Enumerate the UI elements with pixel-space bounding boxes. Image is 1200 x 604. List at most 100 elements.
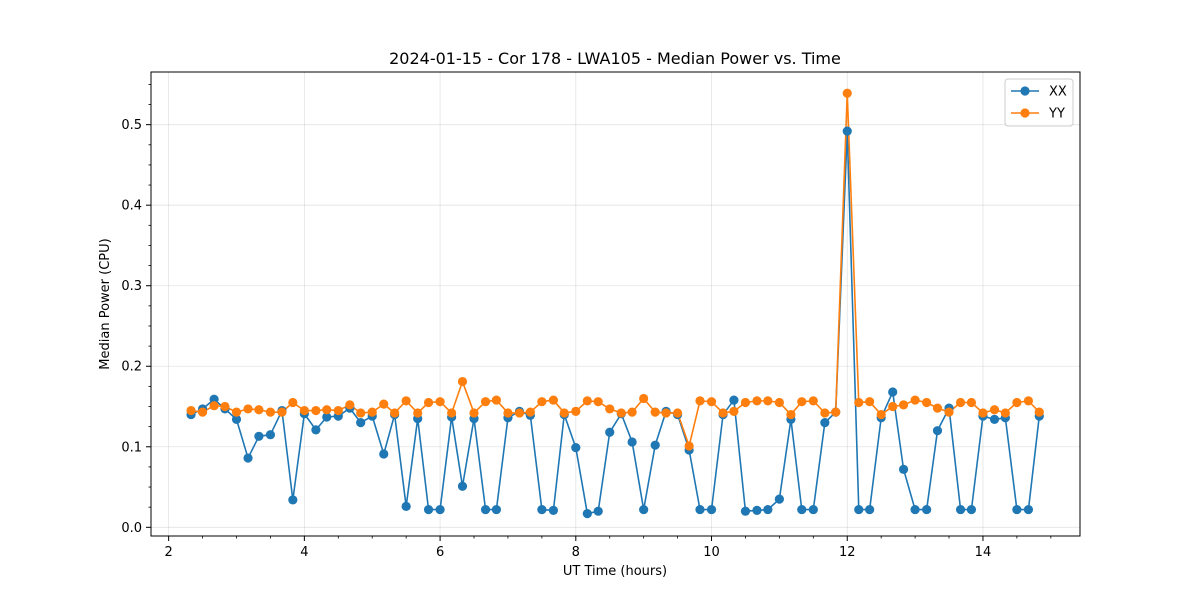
data-point-xx bbox=[763, 504, 773, 515]
data-point-yy bbox=[910, 395, 920, 405]
data-point-xx bbox=[854, 504, 864, 515]
data-point-yy bbox=[1023, 396, 1034, 406]
data-point-yy bbox=[401, 396, 411, 406]
data-point-xx bbox=[706, 504, 717, 515]
data-point-yy bbox=[571, 406, 581, 416]
data-point-yy bbox=[808, 396, 818, 406]
data-point-yy bbox=[888, 401, 898, 412]
data-point-xx bbox=[491, 504, 502, 515]
series-line-xx bbox=[190, 130, 1041, 515]
x-axis-ticks: 2 4 6 8 10 12 14 bbox=[165, 536, 1052, 560]
data-point-yy bbox=[548, 395, 559, 405]
data-point-yy bbox=[639, 393, 649, 404]
data-point-yy bbox=[627, 407, 637, 417]
data-point-yy bbox=[695, 396, 705, 406]
chart-title: 2024-01-15 - Cor 178 - LWA105 - Median P… bbox=[389, 49, 841, 68]
axes-frame bbox=[150, 71, 1081, 537]
data-point-xx bbox=[774, 494, 784, 504]
data-point-xx bbox=[1012, 504, 1022, 515]
data-point-yy bbox=[311, 405, 321, 416]
data-point-yy bbox=[220, 401, 230, 412]
data-point-yy bbox=[413, 408, 423, 418]
y-tick-label: 0.0 bbox=[121, 521, 142, 536]
data-point-yy bbox=[684, 441, 694, 451]
data-point-yy bbox=[763, 396, 773, 406]
data-point-yy bbox=[706, 397, 717, 407]
data-point-xx bbox=[842, 126, 852, 136]
data-point-yy bbox=[243, 404, 253, 414]
x-axis-label: UT Time (hours) bbox=[563, 564, 667, 579]
y-tick-label: 0.2 bbox=[121, 360, 142, 375]
data-point-xx bbox=[605, 427, 615, 437]
data-point-yy bbox=[435, 397, 445, 407]
data-point-xx bbox=[480, 504, 491, 515]
data-point-xx bbox=[740, 506, 751, 516]
data-point-yy bbox=[605, 404, 615, 414]
data-point-xx bbox=[571, 442, 581, 453]
y-tick-label: 0.5 bbox=[121, 118, 142, 133]
data-point-yy bbox=[457, 376, 468, 387]
y-axis-label: Median Power (CPU) bbox=[98, 238, 113, 369]
data-point-yy bbox=[650, 407, 660, 417]
data-point-yy bbox=[322, 405, 332, 415]
data-point-yy bbox=[265, 407, 276, 417]
data-point-xx bbox=[231, 414, 242, 424]
data-point-yy bbox=[447, 408, 457, 418]
data-point-yy bbox=[469, 408, 479, 418]
data-point-xx bbox=[989, 414, 1000, 424]
y-tick-label: 0.3 bbox=[121, 279, 142, 294]
data-point-xx bbox=[820, 418, 830, 428]
data-point-yy bbox=[842, 88, 852, 98]
data-point-yy bbox=[197, 407, 208, 417]
data-point-yy bbox=[672, 408, 683, 418]
data-point-yy bbox=[480, 397, 491, 407]
series-points bbox=[186, 88, 1044, 519]
legend-label-xx: XX bbox=[1049, 85, 1067, 100]
legend-marker-yy bbox=[1020, 108, 1030, 118]
x-tick-label: 4 bbox=[300, 545, 308, 560]
data-point-xx bbox=[288, 495, 298, 505]
data-point-yy bbox=[390, 408, 400, 418]
data-point-yy bbox=[345, 400, 355, 410]
data-point-yy bbox=[898, 400, 909, 410]
data-point-xx bbox=[910, 504, 920, 515]
x-tick-label: 6 bbox=[436, 545, 444, 560]
data-point-yy bbox=[186, 405, 196, 416]
data-point-yy bbox=[288, 397, 298, 408]
data-point-xx bbox=[639, 504, 649, 515]
data-point-yy bbox=[718, 408, 728, 418]
data-point-yy bbox=[820, 408, 830, 418]
x-tick-label: 2 bbox=[165, 545, 173, 560]
data-point-yy bbox=[593, 397, 603, 407]
data-point-yy bbox=[277, 407, 287, 417]
data-point-yy bbox=[661, 408, 671, 418]
data-point-xx bbox=[955, 504, 966, 515]
data-point-yy bbox=[797, 397, 807, 407]
data-point-xx bbox=[593, 506, 603, 516]
data-point-xx bbox=[322, 412, 332, 422]
data-point-yy bbox=[559, 408, 569, 418]
legend-marker-xx bbox=[1020, 86, 1030, 96]
data-point-xx bbox=[966, 504, 977, 515]
data-point-yy bbox=[752, 396, 762, 406]
data-point-yy bbox=[537, 397, 547, 407]
data-point-yy bbox=[299, 405, 309, 416]
data-point-yy bbox=[616, 408, 626, 418]
data-point-yy bbox=[944, 407, 954, 417]
data-point-xx bbox=[265, 430, 276, 440]
data-point-yy bbox=[876, 409, 886, 420]
data-point-xx bbox=[243, 453, 253, 463]
data-point-xx bbox=[865, 504, 875, 515]
data-point-yy bbox=[831, 407, 841, 417]
data-point-yy bbox=[729, 406, 739, 416]
data-point-xx bbox=[729, 395, 739, 405]
data-point-yy bbox=[854, 397, 864, 408]
y-tick-label: 0.4 bbox=[121, 199, 142, 214]
y-tick-label: 0.1 bbox=[121, 440, 142, 455]
data-point-yy bbox=[525, 407, 535, 417]
data-point-yy bbox=[503, 408, 513, 418]
data-point-yy bbox=[740, 397, 751, 408]
y-axis-ticks: 0.0 0.1 0.2 0.3 0.4 0.5 bbox=[121, 84, 151, 536]
data-point-yy bbox=[1034, 407, 1044, 417]
